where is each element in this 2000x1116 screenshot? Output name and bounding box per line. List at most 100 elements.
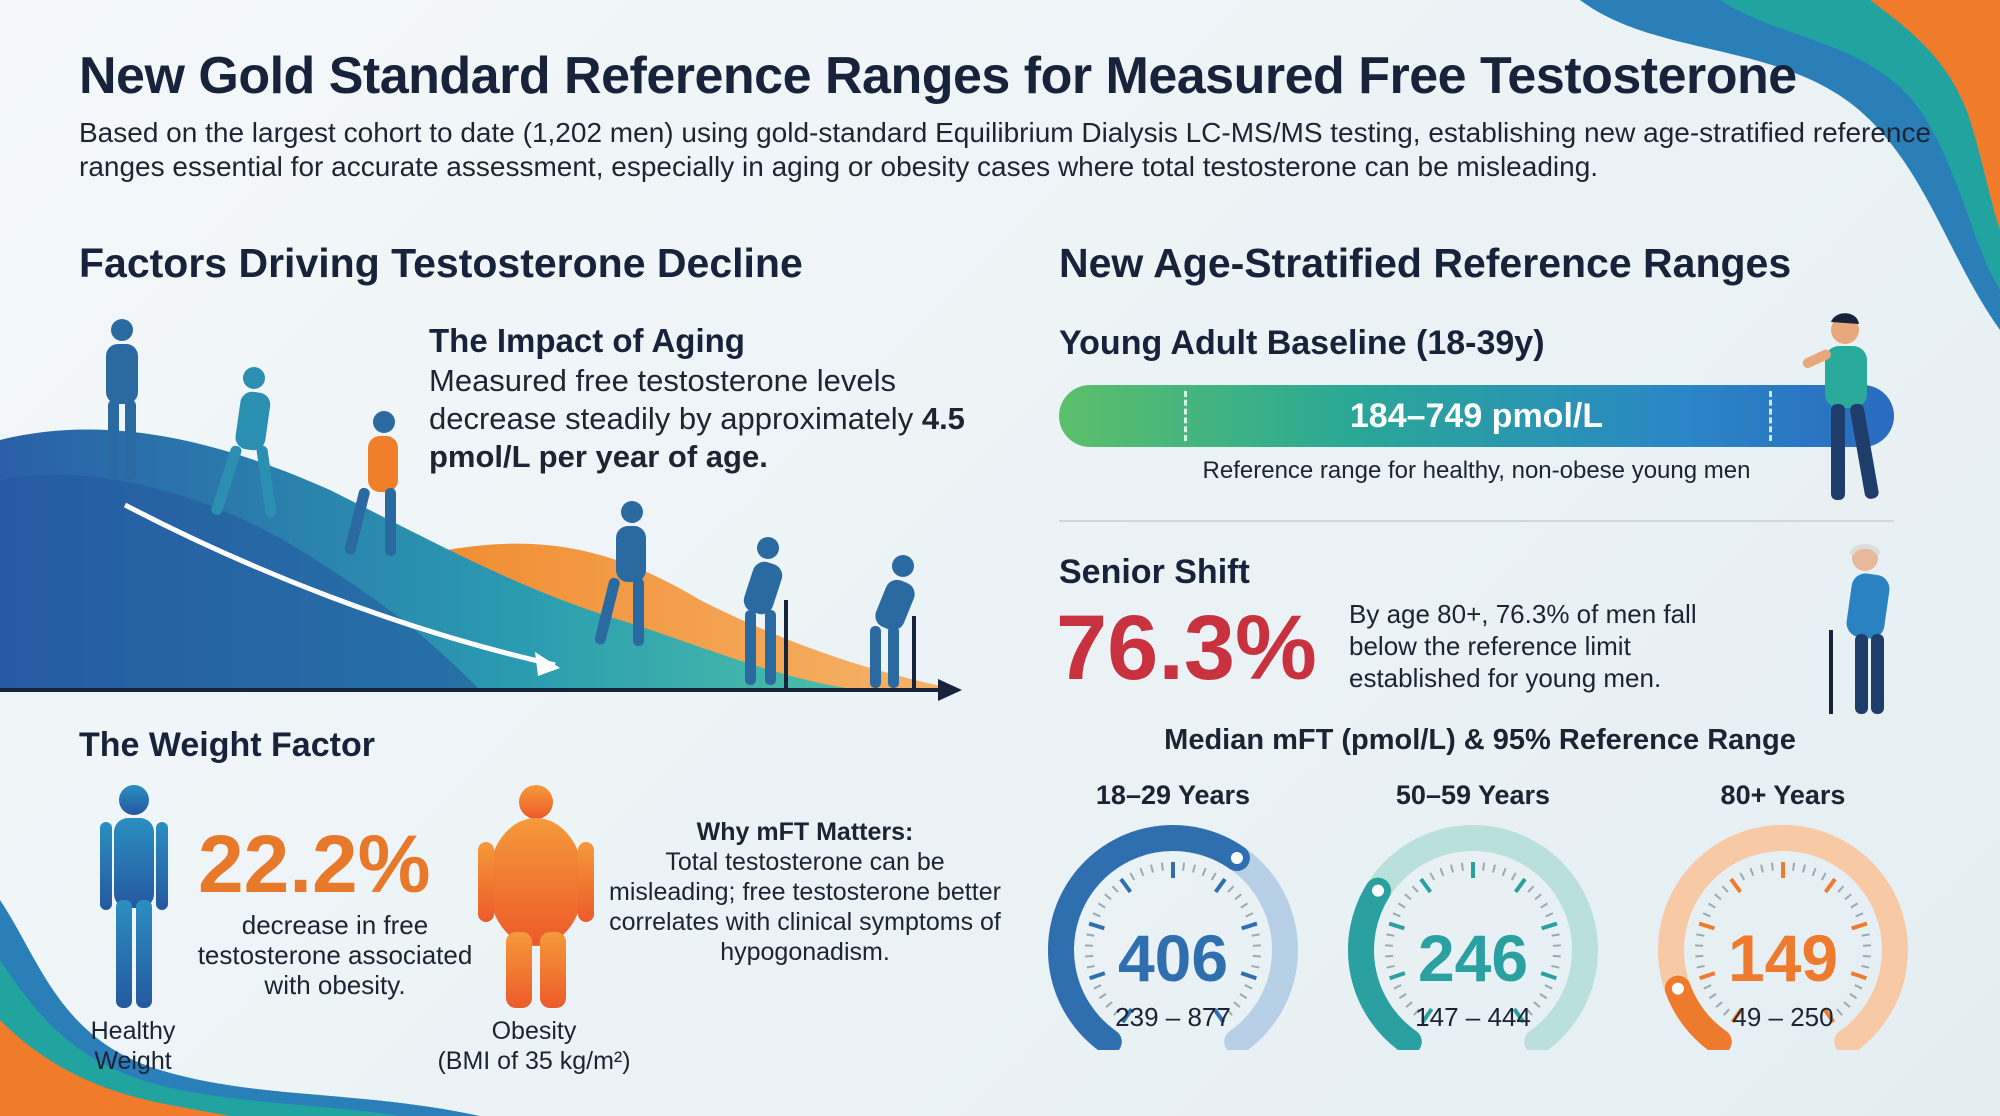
page-subtitle: Based on the largest cohort to date (1,2… (79, 117, 1932, 182)
gauge-tick (1201, 867, 1207, 877)
gauge-tick (1851, 921, 1868, 931)
gauge-tick (1533, 1001, 1541, 1008)
gauge-tick (1460, 862, 1464, 871)
aging-title: The Impact of Aging (429, 322, 745, 359)
gauge-tick (1120, 1007, 1134, 1024)
aging-hill-illustration (0, 319, 962, 701)
gauge-tick (1393, 984, 1402, 990)
gauge-tick (1449, 864, 1454, 873)
decorative-wave-bottom-left (0, 900, 480, 1116)
gauge-label: 80+ Years (1720, 780, 1846, 810)
gauge-tick (1861, 964, 1870, 969)
gauge-tick (1227, 885, 1235, 893)
gauge-tick (1397, 902, 1406, 909)
gauge-tick (1696, 964, 1705, 969)
gauge-0: 18–29 Years 406 239 – 877 (1023, 780, 1323, 1050)
obesity-label-bmi: (BMI of 35 kg/m²) (437, 1047, 631, 1075)
gauge-tick (1715, 1001, 1723, 1008)
gauge-fill (1348, 877, 1422, 1050)
gauge-tick (1104, 893, 1112, 901)
gauge-tick (1111, 885, 1119, 893)
gauge-tick (1721, 885, 1729, 893)
gauge-tick (1513, 877, 1527, 894)
gauge-tick (1089, 971, 1106, 981)
gauge-tick (1802, 864, 1807, 873)
gauge-tick (1854, 984, 1863, 990)
gauge-marker (1228, 850, 1245, 867)
gauge-tick (1098, 993, 1107, 1000)
page-title: New Gold Standard Reference Ranges for M… (79, 47, 1797, 105)
gauge-tick (1233, 1001, 1241, 1008)
gauge-tick (1739, 872, 1746, 881)
gauge-median: 246 (1417, 921, 1529, 995)
gauge-tick (1696, 933, 1705, 937)
gauge-tick (1212, 1007, 1226, 1024)
gauge-tick (1404, 893, 1412, 901)
gauge-tick (1482, 862, 1486, 871)
gauge-tick (1534, 893, 1542, 901)
gauge-tick (1405, 1001, 1413, 1008)
why-mft-title: Why mFT Matters: (696, 818, 914, 846)
gauge-tick (1545, 912, 1554, 918)
gauge-tick (1182, 862, 1186, 871)
gauge-tick (1759, 864, 1764, 873)
baseline-caption: Reference range for healthy, non-obese y… (1202, 457, 1751, 484)
gauge-tick (1820, 872, 1827, 881)
gauge-tick (1386, 933, 1395, 937)
gauge-tick (1526, 1008, 1533, 1016)
aging-description: Measured free testosterone levels decrea… (429, 363, 914, 436)
gauge-tick (1698, 921, 1715, 931)
gauge-tick (1836, 1008, 1843, 1016)
gauge-tick (1234, 893, 1242, 901)
gauge-tick (1792, 862, 1796, 871)
gauge-2: 80+ Years 149 49 – 250 (1633, 780, 1933, 1050)
gauge-tick (1245, 912, 1254, 918)
gauge-tick (1703, 984, 1712, 990)
gauge-tick (1385, 954, 1394, 958)
decorative-wave-top-right (1580, 0, 2000, 330)
gauge-tick (1210, 872, 1217, 881)
gauge-tick (1541, 921, 1558, 931)
gauge-fill (1048, 825, 1250, 1050)
gauge-tick (1088, 921, 1105, 931)
gauge-tick (1707, 902, 1716, 909)
gauge-tick (1429, 872, 1436, 881)
weight-heading: The Weight Factor (79, 726, 375, 764)
gauge-track (1658, 825, 1908, 1050)
gauge-tick (1855, 912, 1864, 918)
gauge-tick (1213, 877, 1227, 894)
gauge-tick (1844, 893, 1852, 901)
gauge-tick (1226, 1008, 1233, 1016)
gauge-tick (1510, 872, 1517, 881)
gauge-tick (1823, 877, 1837, 894)
range-upper-marker (1769, 391, 1772, 441)
gauge-tick (1699, 971, 1716, 981)
gauge-tick (1389, 971, 1406, 981)
gauge-tick (1723, 1008, 1730, 1016)
gauge-tick (1160, 862, 1164, 871)
gauge-tick (1551, 964, 1560, 969)
gauge-label: 50–59 Years (1395, 780, 1551, 810)
gauge-label: 18–29 Years (1095, 780, 1251, 810)
gauge-tick (1749, 867, 1755, 877)
gauge-tick (1492, 864, 1497, 873)
aging-text: Measured free testosterone levels decrea… (429, 362, 989, 476)
gauges-title: Median mFT (pmol/L) & 95% Reference Rang… (1164, 724, 1796, 756)
gauge-tick (1730, 1007, 1744, 1024)
gauge-tick (1105, 1001, 1113, 1008)
gauge-tick (1240, 971, 1257, 981)
gauge-tick (1241, 921, 1258, 931)
gauge-tick (1392, 912, 1401, 918)
baseline-title: Young Adult Baseline (18-39y) (1059, 324, 1545, 362)
obesity-figure-icon (478, 785, 594, 1008)
gauge-tick (1861, 933, 1870, 937)
gauge-tick (1552, 954, 1561, 958)
gauge-tick (1252, 954, 1261, 958)
obesity-decrease-caption: decrease in free testosterone associated… (197, 910, 473, 1000)
gauge-1: 50–59 Years 246 147 – 444 (1323, 780, 1623, 1050)
gauge-tick (1770, 862, 1774, 871)
baseline-range-bar: 184–749 pmol/L (1059, 385, 1894, 447)
obesity-label: Obesity (BMI of 35 kg/m²) (404, 1016, 664, 1076)
gauge-tick (1539, 993, 1548, 1000)
range-lower-marker (1184, 391, 1187, 441)
